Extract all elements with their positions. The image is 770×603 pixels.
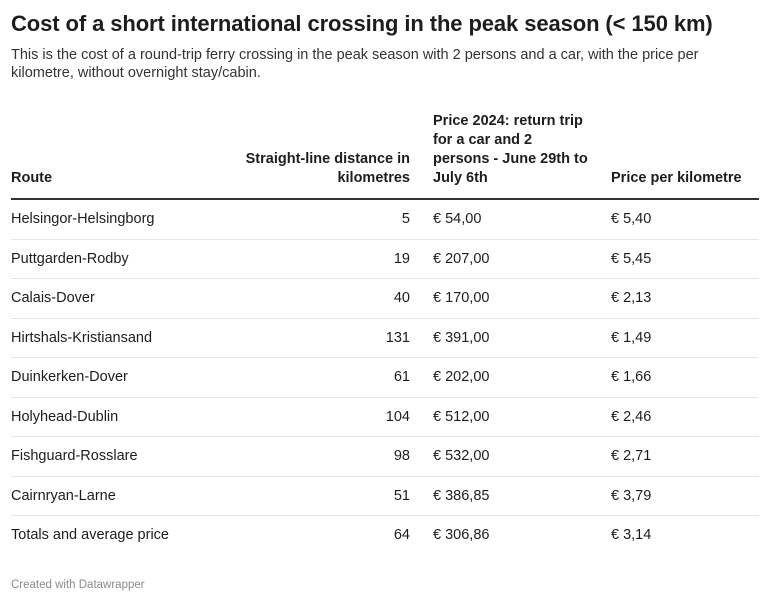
table-header: Route Straight-line distance in kilometr… bbox=[11, 112, 759, 200]
cell-price-2024: € 391,00 bbox=[411, 318, 589, 358]
table-row: Cairnryan-Larne 51 € 386,85 € 3,79 bbox=[11, 476, 759, 516]
cell-price-2024: € 54,00 bbox=[411, 199, 589, 240]
cell-distance: 98 bbox=[213, 436, 411, 477]
cell-distance: 40 bbox=[213, 278, 411, 319]
header-route[interactable]: Route bbox=[11, 112, 213, 200]
cell-route: Totals and average price bbox=[11, 527, 169, 544]
cell-price-per-km: € 1,49 bbox=[589, 318, 759, 358]
table-row: Puttgarden-Rodby 19 € 207,00 € 5,45 bbox=[11, 239, 759, 279]
cell-price-per-km: € 5,45 bbox=[589, 239, 759, 279]
header-price-2024[interactable]: Price 2024: return trip for a car and 2 … bbox=[411, 112, 589, 200]
table-row: Helsingor-Helsingborg 5 € 54,00 € 5,40 bbox=[11, 199, 759, 240]
cell-distance: 5 bbox=[213, 199, 411, 240]
table-body: Helsingor-Helsingborg 5 € 54,00 € 5,40 Puttg… bbox=[11, 199, 759, 555]
table-row: Calais-Dover 40 € 170,00 € 2,13 bbox=[11, 278, 759, 319]
cell-price-2024: € 202,00 bbox=[411, 357, 589, 398]
cell-route: Puttgarden-Rodby bbox=[11, 239, 213, 279]
cell-distance: 19 bbox=[213, 239, 411, 279]
cell-price-2024: € 170,00 bbox=[411, 278, 589, 319]
cell-distance: 64 bbox=[393, 527, 410, 544]
cell-route: Helsingor-Helsingborg bbox=[11, 199, 213, 240]
header-price-per-km[interactable]: Price per kilometre bbox=[589, 112, 759, 200]
chart-subtitle: This is the cost of a round-trip ferry c… bbox=[11, 47, 699, 81]
cell-price-per-km: € 2,71 bbox=[589, 436, 759, 477]
table-row: Fishguard-Rosslare 98 € 532,00 € 2,71 bbox=[11, 436, 759, 477]
cell-distance: 131 bbox=[213, 318, 411, 358]
table-row: Holyhead-Dublin 104 € 512,00 € 2,46 bbox=[11, 397, 759, 437]
cell-price-per-km: € 3,14 bbox=[611, 527, 652, 544]
datawrapper-credit[interactable]: Created with Datawrapper bbox=[11, 579, 145, 591]
cell-distance: 104 bbox=[213, 397, 411, 437]
header-row: Route Straight-line distance in kilometr… bbox=[11, 112, 759, 200]
cell-distance: 61 bbox=[213, 357, 411, 398]
cell-price-per-km: € 2,13 bbox=[589, 278, 759, 319]
cell-route: Duinkerken-Dover bbox=[11, 357, 213, 398]
cell-price-2024: € 386,85 bbox=[411, 476, 589, 516]
table-row: Hirtshals-Kristiansand 131 € 391,00 € 1,49 bbox=[11, 318, 759, 358]
cell-price-2024: € 532,00 bbox=[411, 436, 589, 477]
data-table: Route Straight-line distance in kilometr… bbox=[11, 112, 759, 555]
cell-price-per-km: € 2,46 bbox=[589, 397, 759, 437]
cell-price-2024: € 306,86 bbox=[433, 527, 490, 544]
chart-container: Cost of a short international crossing i… bbox=[11, 8, 759, 543]
cell-route: Calais-Dover bbox=[11, 278, 213, 319]
table-row: Totals and average price 64 € 306,86 € 3,14 bbox=[11, 516, 759, 555]
cell-route: Cairnryan-Larne bbox=[11, 476, 213, 516]
cell-price-2024: € 207,00 bbox=[411, 239, 589, 279]
cell-distance: 51 bbox=[213, 476, 411, 516]
header-distance[interactable]: Straight-line distance in kilometres bbox=[213, 112, 411, 200]
cell-price-per-km: € 5,40 bbox=[589, 199, 759, 240]
cell-route: Holyhead-Dublin bbox=[11, 397, 213, 437]
chart-title: Cost of a short international crossing i… bbox=[11, 11, 713, 36]
cell-price-per-km: € 3,79 bbox=[589, 476, 759, 516]
cell-route: Fishguard-Rosslare bbox=[11, 436, 213, 477]
cell-price-2024: € 512,00 bbox=[411, 397, 589, 437]
cell-price-per-km: € 1,66 bbox=[589, 357, 759, 398]
cell-route: Hirtshals-Kristiansand bbox=[11, 318, 213, 358]
table-row: Duinkerken-Dover 61 € 202,00 € 1,66 bbox=[11, 357, 759, 398]
